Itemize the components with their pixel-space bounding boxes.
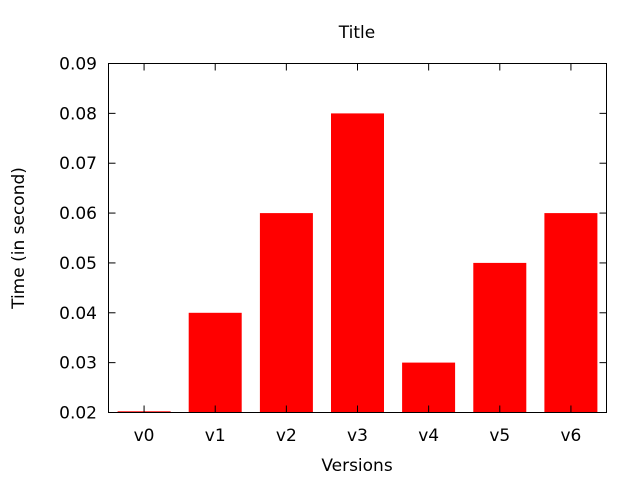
plot-frame [108,63,607,413]
y-tick-label: 0.08 [59,104,97,124]
y-tick-label: 0.07 [59,154,97,174]
bar-v6 [544,213,598,413]
bar-v5 [473,262,527,413]
x-tick-label: v0 [134,426,155,446]
y-tick-label: 0.03 [59,354,97,374]
chart-title: Title [338,23,375,43]
x-tick-label: v5 [489,426,510,446]
bar-v4 [402,362,456,413]
y-tick-label: 0.05 [59,254,97,274]
x-tick-label: v3 [347,426,368,446]
tick-labels: v0 v1 v2 v3 v4 v5 v6 0.02 0.03 0.04 0.05 0.06 0.07 0.… [59,55,581,447]
y-axis-label: Time (in second) [9,167,29,310]
bar-v1 [188,312,242,413]
x-axis-label: Versions [321,456,393,476]
x-tick-label: v2 [276,426,297,446]
y-tick-label: 0.04 [59,304,97,324]
bars-group [117,113,598,413]
bar-v3 [331,113,384,413]
x-tick-label: v4 [418,426,439,446]
y-tick-label: 0.02 [59,404,97,424]
x-tick-label: v6 [560,426,581,446]
x-tick-label: v1 [205,426,226,446]
y-tick-label: 0.09 [59,55,97,75]
bar-v2 [259,213,313,413]
y-tick-label: 0.06 [59,204,97,224]
